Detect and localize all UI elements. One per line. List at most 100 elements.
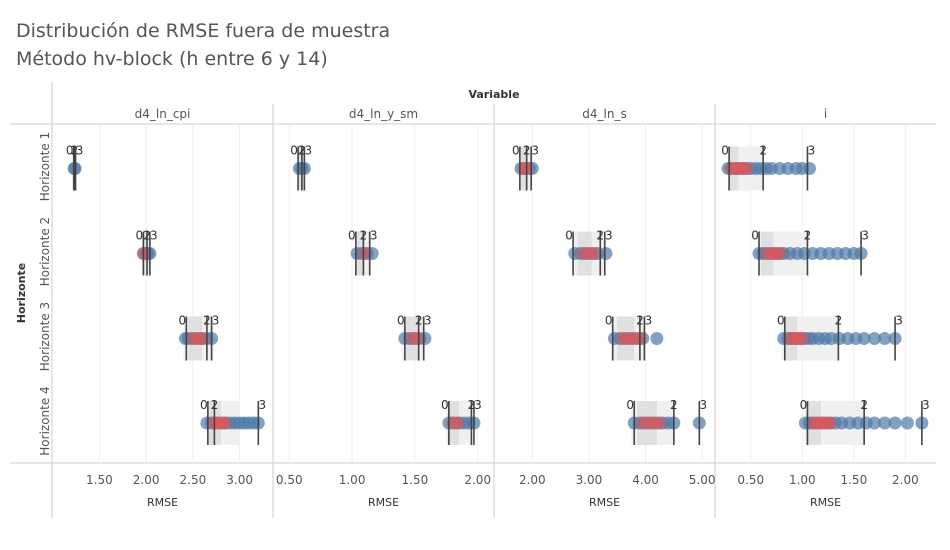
marker-label: 0 (721, 144, 729, 158)
data-point (900, 416, 914, 430)
marker-label: 0 (565, 229, 573, 243)
chart-title: Distribución de RMSE fuera de muestra (16, 20, 391, 42)
marker-label: 2 (804, 229, 812, 243)
row-header: Horizonte (15, 263, 28, 323)
marker-label: 0 (397, 314, 405, 328)
marker-label: 0 (605, 314, 613, 328)
marker-label: 2 (759, 144, 767, 158)
tick-label: 1.50 (402, 473, 429, 487)
marker-label: 0 (441, 398, 449, 412)
marker-label: 3 (259, 398, 267, 412)
tick-label: 1.50 (840, 473, 867, 487)
column-label-1: d4_ln_y_sm (349, 107, 418, 121)
marker-label: 0 (200, 398, 208, 412)
data-point (867, 332, 881, 345)
marker-label: 0 (777, 314, 785, 328)
row-label-3: Horizonte 4 (38, 386, 52, 455)
row-label-1: Horizonte 2 (38, 217, 52, 286)
marker-label: 2 (143, 229, 151, 243)
marker-label: 3 (424, 314, 432, 328)
data-point (867, 416, 881, 430)
marker-label: 2 (523, 144, 531, 158)
marker-label: 2 (415, 314, 423, 328)
data-point (878, 332, 892, 345)
marker-label: 2 (860, 398, 868, 412)
data-point-highlight (588, 247, 602, 260)
tick-label: 0.50 (737, 473, 764, 487)
data-point (650, 332, 664, 345)
tick-label: 2.00 (464, 473, 491, 487)
marker-label: 0 (751, 229, 759, 243)
data-point (803, 162, 817, 175)
data-point-highlight (823, 416, 837, 430)
marker-label: 0 (800, 398, 808, 412)
marker-label: 2 (468, 398, 476, 412)
row-label-2: Horizonte 3 (38, 302, 52, 371)
data-point-highlight (410, 332, 424, 345)
marker-label: 2 (596, 229, 604, 243)
column-label-0: d4_ln_cpi (135, 107, 191, 121)
marker-label: 3 (922, 398, 930, 412)
marker-label: 3 (305, 144, 313, 158)
tick-label: 5.00 (689, 473, 716, 487)
marker-label: 0 (179, 314, 187, 328)
marker-label: 3 (861, 229, 869, 243)
data-point (878, 416, 892, 430)
column-header: Variable (468, 88, 519, 101)
marker-label: 3 (895, 314, 903, 328)
marker-label: 2 (71, 144, 79, 158)
tick-label: 2.00 (519, 473, 546, 487)
data-point-highlight (195, 332, 209, 345)
marker-label: 2 (835, 314, 843, 328)
marker-label: 3 (474, 398, 482, 412)
marker-label: 3 (531, 144, 539, 158)
marker-label: 3 (645, 314, 653, 328)
x-axis-title: RMSE (810, 496, 841, 509)
tick-label: 3.00 (226, 473, 253, 487)
marker-label: 0 (512, 144, 520, 158)
tick-label: 1.00 (789, 473, 816, 487)
data-point-highlight (740, 162, 754, 175)
marker-label: 3 (76, 144, 84, 158)
tick-label: 4.00 (632, 473, 659, 487)
marker-label: 2 (211, 398, 219, 412)
tick-label: 2.50 (180, 473, 207, 487)
tick-label: 3.00 (576, 473, 603, 487)
marker-label: 0 (66, 144, 74, 158)
column-label-2: d4_ln_s (582, 107, 626, 121)
data-point-highlight (653, 416, 667, 430)
marker-label: 2 (203, 314, 211, 328)
marker-label: 2 (298, 144, 306, 158)
tick-label: 1.00 (339, 473, 366, 487)
data-point-highlight (451, 416, 465, 430)
x-axis-title: RMSE (147, 496, 178, 509)
data-point (599, 247, 613, 260)
data-point-highlight (137, 247, 151, 260)
tick-label: 0.50 (276, 473, 303, 487)
marker-label: 3 (370, 229, 378, 243)
marker-label: 2 (670, 398, 678, 412)
data-point (888, 416, 902, 430)
marker-label: 0 (290, 144, 298, 158)
tick-label: 2.00 (133, 473, 160, 487)
marker-label: 2 (360, 229, 368, 243)
tick-label: 2.00 (892, 473, 919, 487)
x-axis-title: RMSE (368, 496, 399, 509)
data-point (857, 332, 871, 345)
column-label-3: i (824, 107, 827, 121)
marker-label: 3 (808, 144, 816, 158)
marker-label: 0 (626, 398, 634, 412)
marker-label: 3 (150, 229, 158, 243)
chart-subtitle: Método hv-block (h entre 6 y 14) (16, 48, 328, 70)
x-axis-title: RMSE (589, 496, 620, 509)
row-label-0: Horizonte 1 (38, 132, 52, 201)
data-point-highlight (795, 332, 809, 345)
tick-label: 1.50 (86, 473, 113, 487)
marker-label: 0 (348, 229, 356, 243)
marker-label: 3 (605, 229, 613, 243)
data-point-highlight (218, 416, 232, 430)
data-point-highlight (358, 247, 372, 260)
marker-label: 0 (136, 229, 144, 243)
data-point-highlight (773, 247, 787, 260)
